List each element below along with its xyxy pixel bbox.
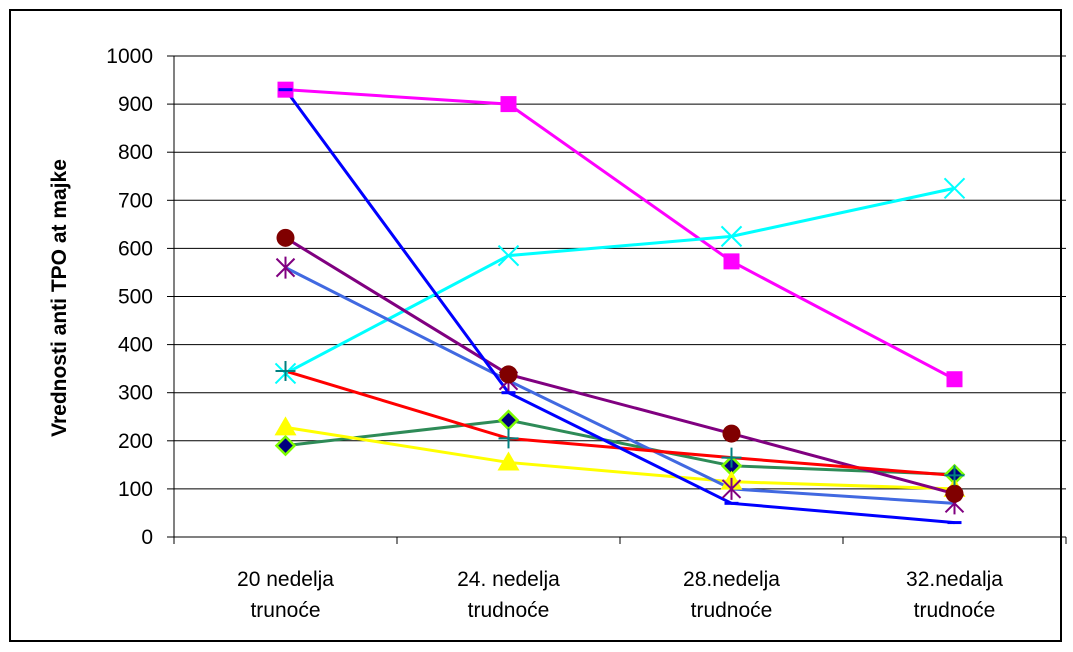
y-tick-label: 900	[118, 93, 153, 116]
x-tick-label: 32.nedalja	[906, 568, 1003, 591]
data-point-marker	[501, 391, 516, 395]
data-point-marker	[499, 365, 518, 384]
series-line	[285, 88, 956, 381]
series-line	[285, 369, 955, 477]
y-tick-label: 200	[118, 430, 153, 453]
series-markers	[274, 81, 966, 525]
data-point-marker	[276, 228, 295, 247]
series-line	[284, 266, 955, 505]
series-line	[285, 418, 955, 476]
series-line	[284, 186, 955, 375]
series-lines	[284, 88, 956, 525]
y-axis-label: Vrednosti anti TPO at majke	[48, 159, 71, 437]
x-tick-label: trunoće	[250, 599, 320, 622]
data-point-marker	[274, 416, 297, 436]
data-point-marker	[722, 424, 741, 443]
data-point-marker	[946, 371, 963, 388]
data-point-marker	[945, 484, 964, 503]
y-tick-label: 300	[118, 382, 153, 405]
y-tick-label: 600	[118, 237, 153, 260]
data-point-marker	[944, 465, 965, 486]
data-point-marker	[497, 244, 520, 267]
y-tick-label: 800	[118, 141, 153, 164]
series-line	[284, 236, 955, 496]
data-point-marker	[278, 88, 293, 92]
axes	[167, 55, 1067, 544]
data-point-marker	[275, 361, 296, 382]
y-tick-label: 0	[141, 526, 153, 549]
y-tick-label: 400	[118, 334, 153, 357]
y-tick-label: 1000	[106, 45, 153, 68]
data-point-marker	[721, 477, 742, 500]
y-tick-label: 700	[118, 189, 153, 212]
data-point-marker	[274, 434, 297, 457]
data-point-marker	[724, 501, 739, 505]
x-tick-label: 24. nedelja	[457, 568, 560, 591]
tick-labels: 0 100 200 300 400 500 600 700 800 900 1000 20 nedel…	[106, 45, 1003, 622]
y-tick-label: 100	[118, 478, 153, 501]
data-point-marker	[275, 256, 296, 279]
x-tick-label: trudnoće	[914, 599, 996, 622]
data-point-marker	[943, 177, 966, 199]
data-point-marker	[947, 521, 962, 525]
data-point-marker	[500, 96, 517, 113]
x-tick-label: trudnoće	[691, 599, 773, 622]
series-line	[285, 425, 955, 491]
x-tick-label: trudnoće	[468, 599, 550, 622]
y-tick-label: 500	[118, 286, 153, 309]
x-tick-label: 20 nedelja	[237, 568, 334, 591]
data-point-marker	[498, 428, 519, 449]
data-point-marker	[497, 451, 520, 471]
data-point-marker	[723, 253, 740, 270]
series-line	[284, 88, 955, 525]
x-tick-label: 28.nedelja	[683, 568, 780, 591]
data-point-marker	[720, 225, 743, 248]
data-point-marker	[497, 409, 520, 431]
data-point-marker	[721, 447, 742, 468]
